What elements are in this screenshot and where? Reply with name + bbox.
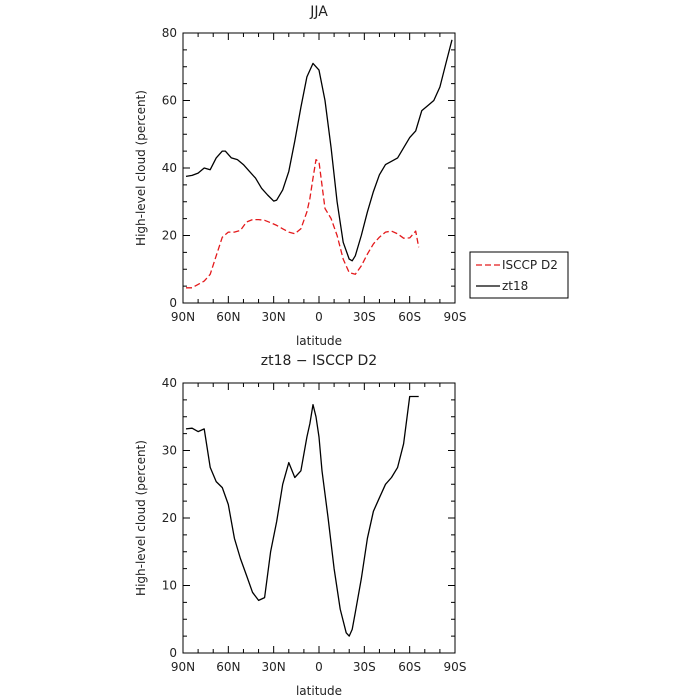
x-tick-label: 90N (171, 660, 195, 674)
x-tick-label: 30N (262, 310, 286, 324)
series-line-zt18 (185, 39, 453, 262)
y-tick-label: 40 (162, 376, 177, 390)
x-tick-label: 60N (216, 310, 240, 324)
x-tick-label: 60N (216, 660, 240, 674)
x-tick-label: 90N (171, 310, 195, 324)
top-chart-panel: JJA 90N 60N 30N 0 30S 60S 90S 0 20 40 60 80 latitud… (134, 4, 466, 348)
series-line-difference (185, 395, 419, 637)
top-y-axis-title: High-level cloud (percent) (134, 90, 148, 246)
legend-box (469, 251, 569, 299)
x-tick-label: 0 (315, 660, 323, 674)
y-tick-label: 40 (162, 161, 177, 175)
legend-label-zt18: zt18 (502, 279, 528, 293)
bottom-plot-frame (182, 382, 456, 654)
y-tick-label: 20 (162, 229, 177, 243)
series-line-isccp-d2 (186, 158, 420, 289)
bottom-chart-panel: zt18 − ISCCP D2 90N 60N 30N 0 30S 60S 90S 0 10 20… (134, 353, 466, 698)
bottom-y-axis-title: High-level cloud (percent) (134, 440, 148, 596)
top-axis-ticks: 90N 60N 30N 0 30S 60S 90S 0 20 40 60 80 (162, 26, 467, 324)
y-tick-label: 30 (162, 444, 177, 458)
x-tick-label: 30S (353, 660, 376, 674)
bottom-axis-ticks: 90N 60N 30N 0 30S 60S 90S 0 10 20 30 40 (162, 376, 467, 674)
y-tick-label: 80 (162, 26, 177, 40)
y-tick-label: 0 (169, 646, 177, 660)
top-series-lines (185, 39, 453, 289)
legend-label-isccp: ISCCP D2 (502, 258, 558, 272)
y-tick-label: 10 (162, 579, 177, 593)
x-tick-label: 90S (444, 660, 467, 674)
x-tick-label: 60S (398, 310, 421, 324)
x-tick-label: 0 (315, 310, 323, 324)
bottom-x-axis-title: latitude (296, 684, 342, 698)
top-x-axis-title: latitude (296, 334, 342, 348)
y-tick-label: 20 (162, 511, 177, 525)
bottom-series-lines (185, 395, 419, 637)
x-tick-label: 30S (353, 310, 376, 324)
top-chart-title: JJA (309, 4, 328, 20)
x-tick-label: 30N (262, 660, 286, 674)
y-tick-label: 60 (162, 94, 177, 108)
y-tick-label: 0 (169, 296, 177, 310)
bottom-chart-title: zt18 − ISCCP D2 (261, 353, 377, 369)
top-plot-frame (182, 32, 456, 304)
x-tick-label: 60S (398, 660, 421, 674)
x-tick-label: 90S (444, 310, 467, 324)
legend: ISCCP D2 zt18 (469, 251, 569, 299)
